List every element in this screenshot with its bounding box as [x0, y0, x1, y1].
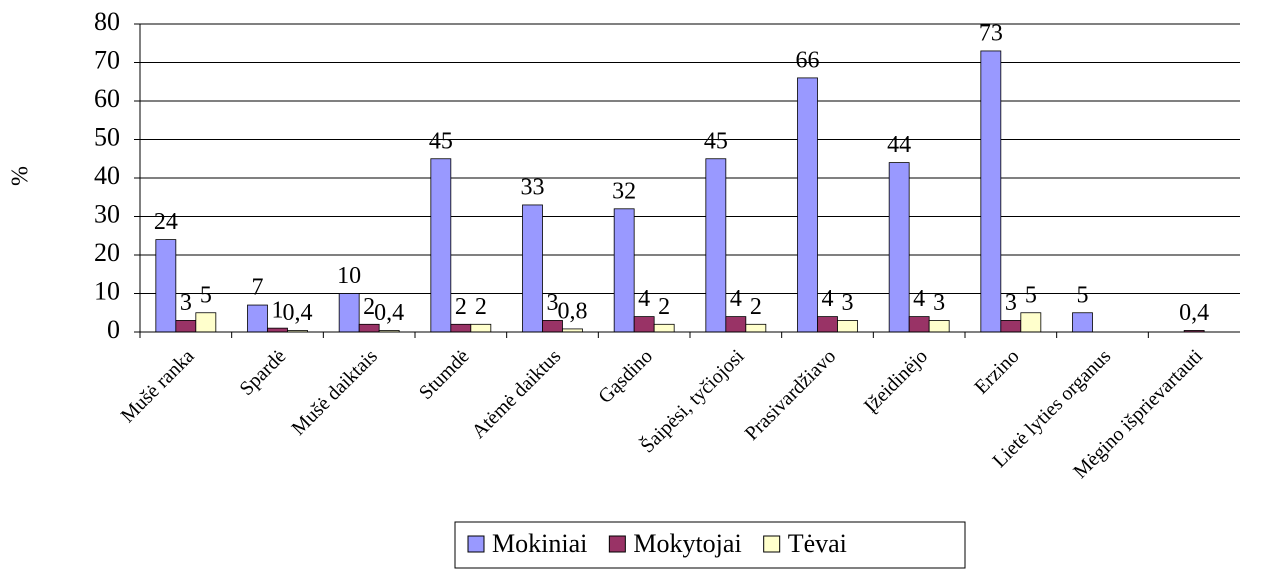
legend: Mokiniai Mokytojai Tėvai [454, 521, 966, 569]
data-label: 10 [337, 263, 361, 289]
bar [522, 204, 543, 333]
data-label: 2 [750, 294, 762, 320]
bar [1000, 320, 1022, 333]
data-label: 4 [638, 286, 650, 312]
data-label: 0,8 [558, 298, 588, 324]
bar [908, 316, 930, 333]
y-tick-label: 80 [94, 7, 120, 36]
bar [1020, 312, 1042, 333]
data-label: 3 [547, 290, 559, 316]
data-label: 45 [704, 128, 728, 154]
data-label: 1 [272, 298, 284, 324]
x-tick-label: Atėmė daiktus [468, 345, 566, 443]
bar [613, 208, 635, 333]
data-label: 5 [200, 282, 212, 308]
data-label: 3 [180, 290, 192, 316]
data-label: 4 [913, 286, 925, 312]
bar [430, 158, 452, 333]
bar [450, 323, 472, 333]
bar [888, 162, 910, 333]
bar [155, 239, 177, 333]
data-label: 32 [612, 178, 636, 204]
bar [267, 327, 288, 333]
data-label: 2 [658, 294, 670, 320]
x-tick-label: Prasivardžiavo [741, 345, 841, 445]
x-tick-label: Spardė [235, 345, 290, 400]
x-tick-label: Erzino [970, 345, 1023, 398]
y-tick-label: 70 [94, 45, 120, 74]
y-tick-label: 20 [94, 238, 120, 267]
x-tick-label: Mušė ranka [117, 345, 199, 427]
bar [928, 320, 950, 333]
data-label: 4 [822, 286, 834, 312]
data-label: 0,4 [1179, 300, 1209, 326]
legend-swatch [467, 535, 485, 553]
bar [745, 323, 767, 333]
data-label: 73 [979, 20, 1003, 46]
data-label: 3 [842, 290, 854, 316]
x-tick-label: Gąsdino [594, 345, 657, 408]
y-tick-label: 10 [94, 276, 120, 305]
data-label: 4 [730, 286, 742, 312]
bar [1072, 312, 1093, 333]
legend-swatch [608, 535, 626, 553]
legend-label: Tėvai [788, 529, 847, 558]
data-label: 0,4 [283, 300, 313, 326]
bar [837, 320, 858, 333]
data-label: 0,4 [374, 300, 404, 326]
data-label: 45 [429, 128, 453, 154]
legend-label: Mokiniai [492, 529, 587, 558]
data-label: 44 [887, 132, 911, 158]
x-tick-label: Stumdė [415, 345, 474, 404]
legend-swatch [763, 535, 781, 553]
data-label: 5 [1025, 282, 1037, 308]
data-label: 3 [933, 290, 945, 316]
bar [338, 293, 360, 333]
data-label: 7 [252, 275, 264, 301]
bar [633, 316, 655, 333]
data-label: 66 [796, 47, 820, 73]
bar [175, 320, 197, 333]
x-tick-label: Įžeidinėjo [860, 345, 932, 417]
y-tick-label: 50 [94, 122, 120, 151]
bar [470, 323, 492, 333]
y-tick-label: 30 [94, 199, 120, 228]
bar [725, 316, 747, 333]
x-tick-label: Mušė daiktais [287, 345, 382, 440]
data-label: 2 [363, 294, 375, 320]
bar [980, 50, 1002, 333]
data-label: 2 [475, 294, 487, 320]
y-tick-label: 0 [107, 315, 120, 344]
data-label: 2 [455, 294, 467, 320]
data-label: 5 [1077, 282, 1089, 308]
bar [195, 312, 217, 333]
legend-label: Mokytojai [633, 529, 741, 558]
data-label: 3 [1005, 290, 1017, 316]
bar [653, 323, 675, 333]
bar [817, 316, 838, 333]
bar [797, 77, 818, 333]
bar [705, 158, 727, 333]
y-axis-label: % [8, 166, 34, 186]
data-label: 33 [521, 174, 545, 200]
y-tick-label: 60 [94, 84, 120, 113]
legend-box [454, 521, 966, 569]
y-tick-label: 40 [94, 161, 120, 190]
bar [247, 304, 268, 333]
data-label: 24 [154, 209, 178, 235]
